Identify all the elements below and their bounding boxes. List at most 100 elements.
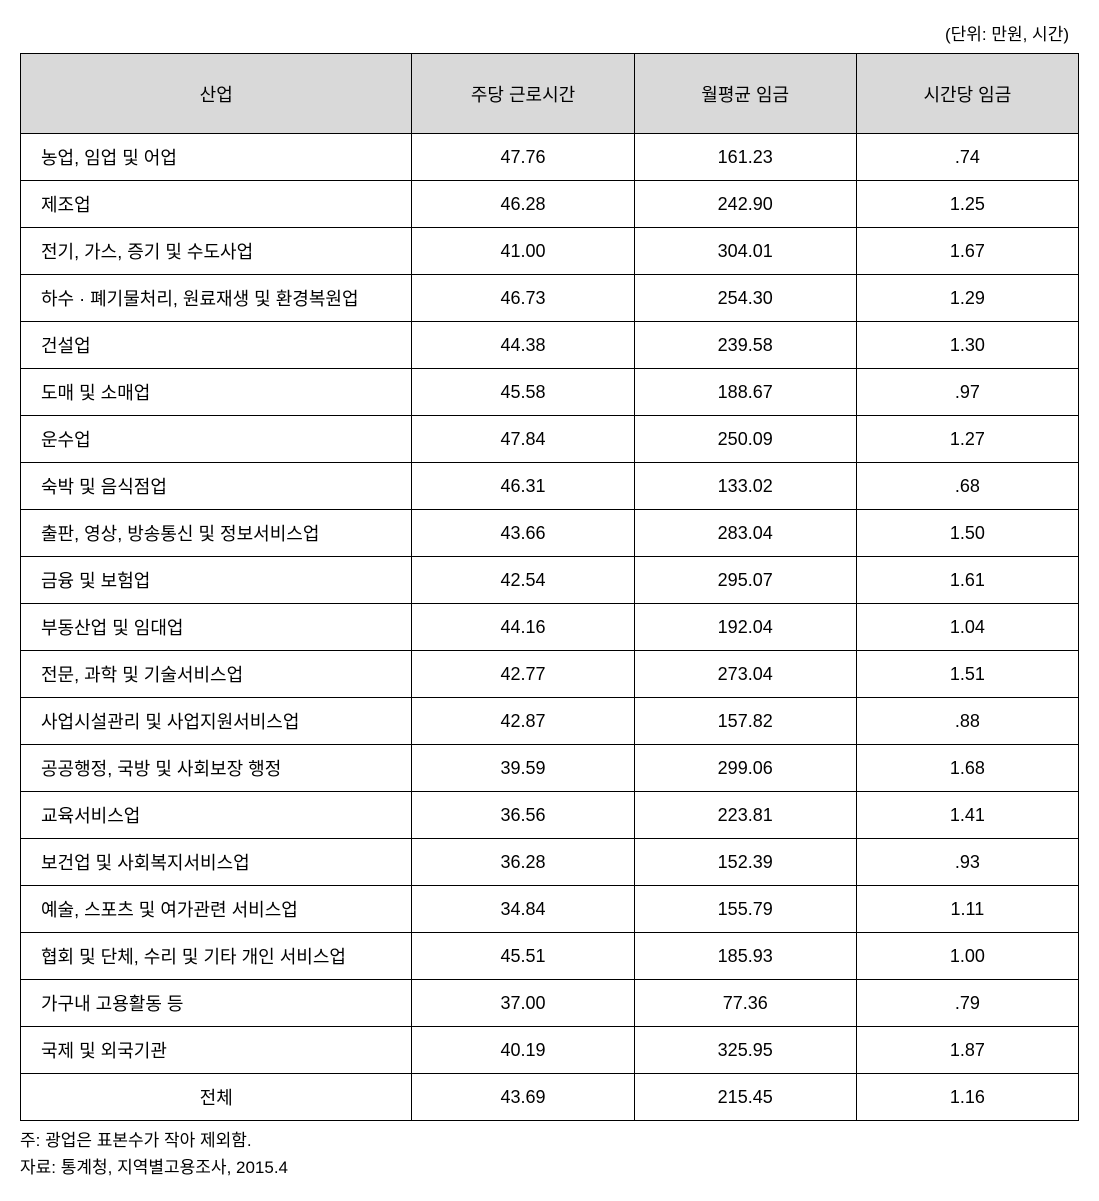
monthly-wage-value: 239.58 bbox=[634, 322, 856, 369]
monthly-wage-value: 242.90 bbox=[634, 181, 856, 228]
hourly-wage-value: 1.41 bbox=[856, 792, 1078, 839]
weekly-hours-value: 46.31 bbox=[412, 463, 634, 510]
hourly-wage-value: 1.04 bbox=[856, 604, 1078, 651]
table-row: 국제 및 외국기관40.19325.951.87 bbox=[21, 1027, 1079, 1074]
monthly-wage-value: 161.23 bbox=[634, 134, 856, 181]
monthly-wage-value: 325.95 bbox=[634, 1027, 856, 1074]
footnote-note: 주: 광업은 표본수가 작아 제외함. bbox=[20, 1127, 1079, 1154]
monthly-wage-value: 299.06 bbox=[634, 745, 856, 792]
table-row: 예술, 스포츠 및 여가관련 서비스업34.84155.791.11 bbox=[21, 886, 1079, 933]
industry-label: 국제 및 외국기관 bbox=[21, 1027, 412, 1074]
weekly-hours-value: 45.51 bbox=[412, 933, 634, 980]
industry-label: 교육서비스업 bbox=[21, 792, 412, 839]
monthly-wage-value: 133.02 bbox=[634, 463, 856, 510]
table-row: 금융 및 보험업42.54295.071.61 bbox=[21, 557, 1079, 604]
table-row: 보건업 및 사회복지서비스업36.28152.39.93 bbox=[21, 839, 1079, 886]
monthly-wage-value: 157.82 bbox=[634, 698, 856, 745]
weekly-hours-value: 41.00 bbox=[412, 228, 634, 275]
hourly-wage-value: 1.87 bbox=[856, 1027, 1078, 1074]
hourly-wage-value: 1.00 bbox=[856, 933, 1078, 980]
table-row: 전기, 가스, 증기 및 수도사업41.00304.011.67 bbox=[21, 228, 1079, 275]
monthly-wage-value: 295.07 bbox=[634, 557, 856, 604]
industry-label: 금융 및 보험업 bbox=[21, 557, 412, 604]
industry-label: 사업시설관리 및 사업지원서비스업 bbox=[21, 698, 412, 745]
monthly-wage-value: 77.36 bbox=[634, 980, 856, 1027]
total-label: 전체 bbox=[21, 1074, 412, 1121]
weekly-hours-value: 36.28 bbox=[412, 839, 634, 886]
hourly-wage-value: 1.25 bbox=[856, 181, 1078, 228]
weekly-hours-value: 44.38 bbox=[412, 322, 634, 369]
header-monthly-wage: 월평균 임금 bbox=[634, 54, 856, 134]
industry-label: 출판, 영상, 방송통신 및 정보서비스업 bbox=[21, 510, 412, 557]
total-hourly-wage: 1.16 bbox=[856, 1074, 1078, 1121]
monthly-wage-value: 283.04 bbox=[634, 510, 856, 557]
header-hourly-wage: 시간당 임금 bbox=[856, 54, 1078, 134]
table-row: 사업시설관리 및 사업지원서비스업42.87157.82.88 bbox=[21, 698, 1079, 745]
hourly-wage-value: .97 bbox=[856, 369, 1078, 416]
monthly-wage-value: 273.04 bbox=[634, 651, 856, 698]
industry-label: 숙박 및 음식점업 bbox=[21, 463, 412, 510]
industry-label: 보건업 및 사회복지서비스업 bbox=[21, 839, 412, 886]
hourly-wage-value: 1.11 bbox=[856, 886, 1078, 933]
monthly-wage-value: 250.09 bbox=[634, 416, 856, 463]
monthly-wage-value: 223.81 bbox=[634, 792, 856, 839]
industry-label: 부동산업 및 임대업 bbox=[21, 604, 412, 651]
industry-label: 운수업 bbox=[21, 416, 412, 463]
wage-table: 산업 주당 근로시간 월평균 임금 시간당 임금 농업, 임업 및 어업47.7… bbox=[20, 53, 1079, 1121]
hourly-wage-value: 1.68 bbox=[856, 745, 1078, 792]
industry-label: 예술, 스포츠 및 여가관련 서비스업 bbox=[21, 886, 412, 933]
hourly-wage-value: .88 bbox=[856, 698, 1078, 745]
hourly-wage-value: .93 bbox=[856, 839, 1078, 886]
industry-label: 건설업 bbox=[21, 322, 412, 369]
table-row: 건설업44.38239.581.30 bbox=[21, 322, 1079, 369]
header-weekly-hours: 주당 근로시간 bbox=[412, 54, 634, 134]
monthly-wage-value: 155.79 bbox=[634, 886, 856, 933]
table-total-row: 전체43.69215.451.16 bbox=[21, 1074, 1079, 1121]
hourly-wage-value: .68 bbox=[856, 463, 1078, 510]
weekly-hours-value: 42.54 bbox=[412, 557, 634, 604]
industry-label: 공공행정, 국방 및 사회보장 행정 bbox=[21, 745, 412, 792]
total-weekly-hours: 43.69 bbox=[412, 1074, 634, 1121]
weekly-hours-value: 37.00 bbox=[412, 980, 634, 1027]
industry-label: 전기, 가스, 증기 및 수도사업 bbox=[21, 228, 412, 275]
table-row: 전문, 과학 및 기술서비스업42.77273.041.51 bbox=[21, 651, 1079, 698]
table-row: 출판, 영상, 방송통신 및 정보서비스업43.66283.041.50 bbox=[21, 510, 1079, 557]
monthly-wage-value: 152.39 bbox=[634, 839, 856, 886]
table-row: 도매 및 소매업45.58188.67.97 bbox=[21, 369, 1079, 416]
table-row: 하수 · 폐기물처리, 원료재생 및 환경복원업46.73254.301.29 bbox=[21, 275, 1079, 322]
hourly-wage-value: 1.50 bbox=[856, 510, 1078, 557]
industry-label: 하수 · 폐기물처리, 원료재생 및 환경복원업 bbox=[21, 275, 412, 322]
monthly-wage-value: 185.93 bbox=[634, 933, 856, 980]
table-row: 공공행정, 국방 및 사회보장 행정39.59299.061.68 bbox=[21, 745, 1079, 792]
weekly-hours-value: 47.76 bbox=[412, 134, 634, 181]
footnote-block: 주: 광업은 표본수가 작아 제외함. 자료: 통계청, 지역별고용조사, 20… bbox=[20, 1127, 1079, 1181]
weekly-hours-value: 46.73 bbox=[412, 275, 634, 322]
hourly-wage-value: 1.29 bbox=[856, 275, 1078, 322]
weekly-hours-value: 46.28 bbox=[412, 181, 634, 228]
weekly-hours-value: 40.19 bbox=[412, 1027, 634, 1074]
weekly-hours-value: 43.66 bbox=[412, 510, 634, 557]
hourly-wage-value: 1.61 bbox=[856, 557, 1078, 604]
footnote-source: 자료: 통계청, 지역별고용조사, 2015.4 bbox=[20, 1154, 1079, 1181]
hourly-wage-value: 1.67 bbox=[856, 228, 1078, 275]
hourly-wage-value: 1.30 bbox=[856, 322, 1078, 369]
weekly-hours-value: 42.87 bbox=[412, 698, 634, 745]
table-row: 운수업47.84250.091.27 bbox=[21, 416, 1079, 463]
industry-label: 농업, 임업 및 어업 bbox=[21, 134, 412, 181]
hourly-wage-value: 1.27 bbox=[856, 416, 1078, 463]
table-row: 협회 및 단체, 수리 및 기타 개인 서비스업45.51185.931.00 bbox=[21, 933, 1079, 980]
table-row: 제조업46.28242.901.25 bbox=[21, 181, 1079, 228]
table-header-row: 산업 주당 근로시간 월평균 임금 시간당 임금 bbox=[21, 54, 1079, 134]
industry-label: 협회 및 단체, 수리 및 기타 개인 서비스업 bbox=[21, 933, 412, 980]
industry-label: 전문, 과학 및 기술서비스업 bbox=[21, 651, 412, 698]
hourly-wage-value: 1.51 bbox=[856, 651, 1078, 698]
monthly-wage-value: 304.01 bbox=[634, 228, 856, 275]
weekly-hours-value: 39.59 bbox=[412, 745, 634, 792]
table-row: 숙박 및 음식점업46.31133.02.68 bbox=[21, 463, 1079, 510]
industry-label: 제조업 bbox=[21, 181, 412, 228]
industry-label: 도매 및 소매업 bbox=[21, 369, 412, 416]
table-row: 농업, 임업 및 어업47.76161.23.74 bbox=[21, 134, 1079, 181]
weekly-hours-value: 47.84 bbox=[412, 416, 634, 463]
weekly-hours-value: 45.58 bbox=[412, 369, 634, 416]
monthly-wage-value: 188.67 bbox=[634, 369, 856, 416]
